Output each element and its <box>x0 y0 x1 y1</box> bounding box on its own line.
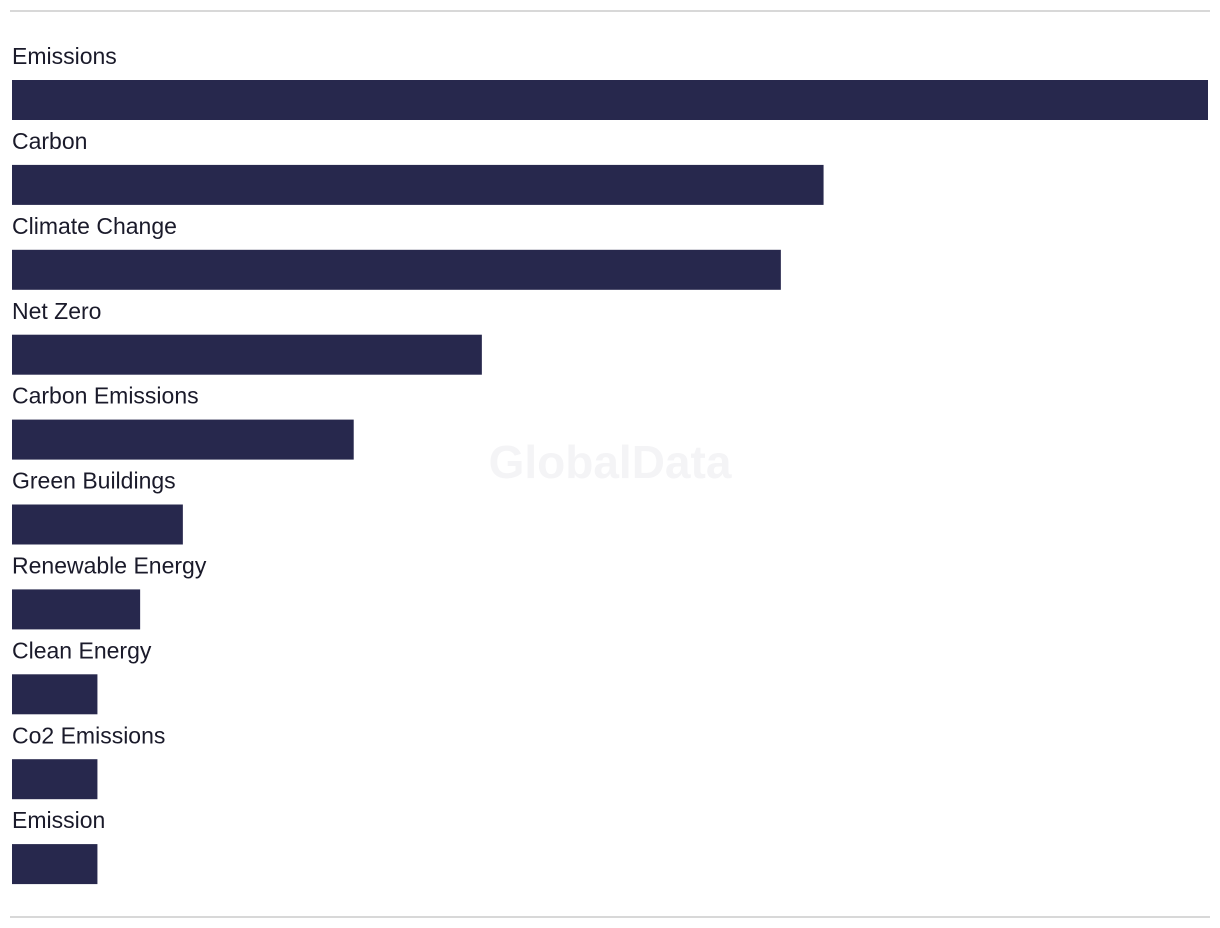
bar <box>12 589 141 630</box>
bar <box>12 164 824 205</box>
bar <box>12 419 354 460</box>
category-label: Emissions <box>12 43 117 69</box>
bar <box>12 334 482 375</box>
category-label: Renewable Energy <box>12 552 207 578</box>
category-label: Green Buildings <box>12 468 176 494</box>
category-label: Clean Energy <box>12 637 152 663</box>
category-label: Co2 Emissions <box>12 722 165 748</box>
watermark: GlobalData <box>489 436 732 488</box>
category-label: Net Zero <box>12 298 101 324</box>
category-label: Climate Change <box>12 213 177 239</box>
category-label: Carbon <box>12 128 87 154</box>
category-label: Emission <box>12 807 105 833</box>
category-label: Carbon Emissions <box>12 383 199 409</box>
bar <box>12 844 98 885</box>
bar <box>12 759 98 800</box>
bar <box>12 674 98 715</box>
bar <box>12 504 183 545</box>
bar <box>12 249 781 290</box>
bar <box>12 80 1208 120</box>
